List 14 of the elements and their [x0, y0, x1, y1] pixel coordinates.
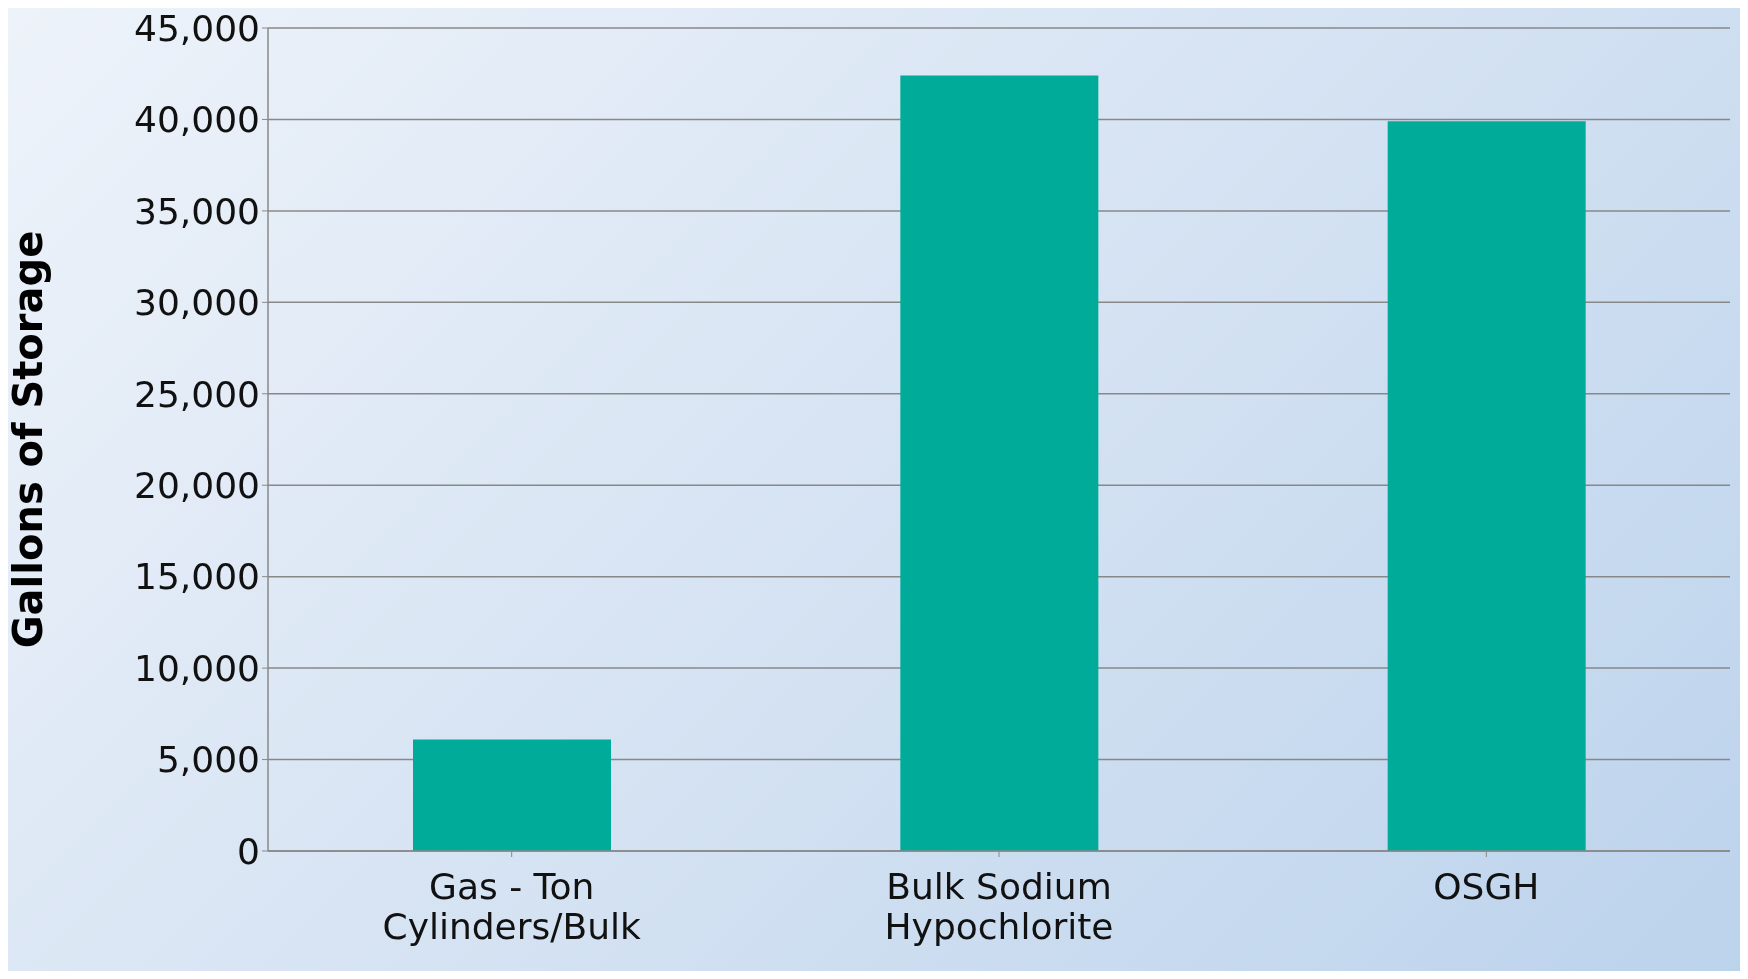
y-tick-label: 5,000: [156, 739, 260, 781]
x-tick-label: Bulk Sodium Hypochlorite: [884, 866, 1114, 947]
y-axis-title: Gallons of Storage: [5, 230, 52, 649]
x-tick-label: Gas - Ton Cylinders/Bulk: [382, 866, 641, 947]
y-tick-label: 30,000: [134, 282, 260, 324]
y-tick-label: 45,000: [134, 7, 260, 49]
y-tick-label: 10,000: [134, 647, 260, 689]
y-tick-label: 0: [237, 830, 260, 872]
y-tick-label: 35,000: [134, 190, 260, 232]
y-tick-label: 40,000: [134, 99, 260, 141]
x-tick-label: OSGH: [1433, 866, 1540, 908]
y-tick-label: 25,000: [134, 373, 260, 415]
y-tick-label: 15,000: [134, 556, 260, 598]
y-tick-label: 20,000: [134, 465, 260, 506]
